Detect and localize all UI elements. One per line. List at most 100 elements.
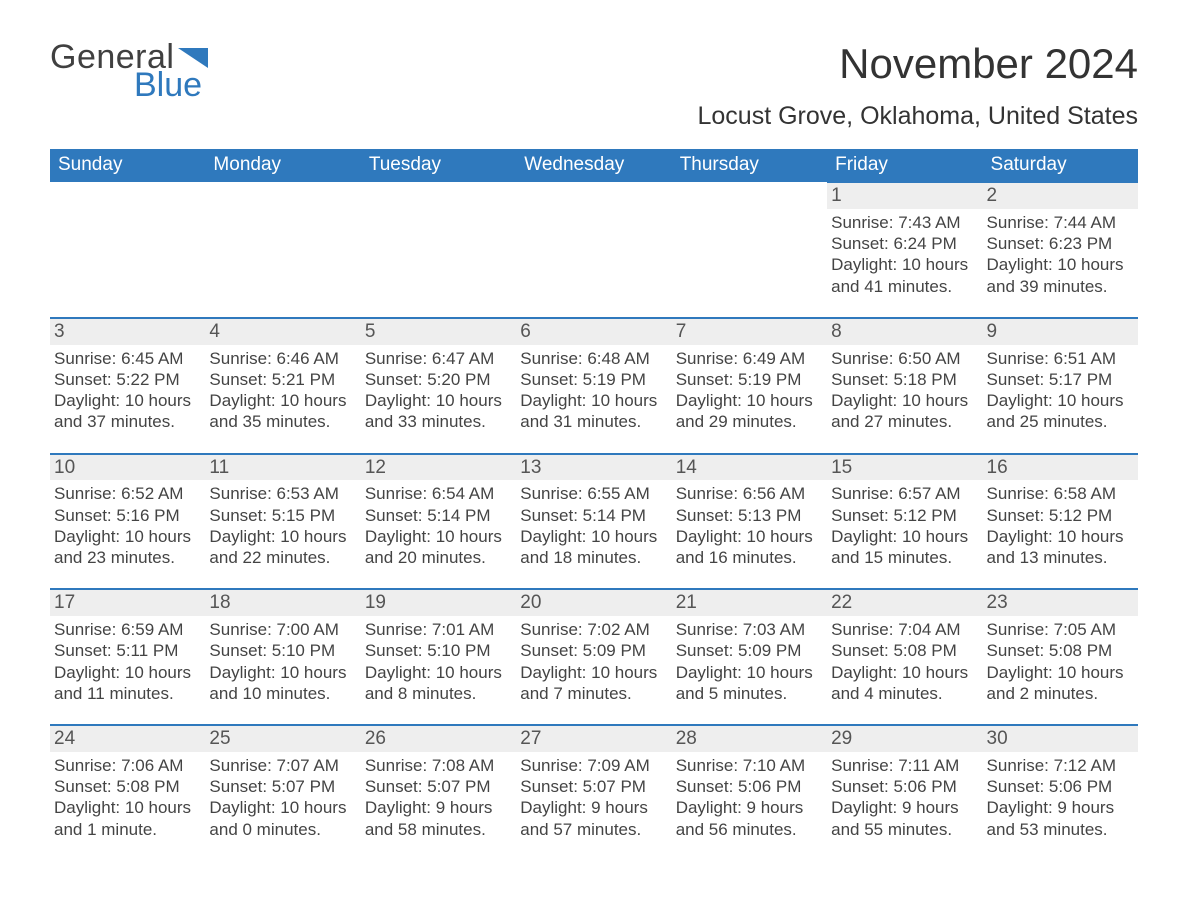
sunset-text: Sunset: 5:18 PM <box>831 369 974 390</box>
calendar-week-row: 24Sunrise: 7:06 AMSunset: 5:08 PMDayligh… <box>50 725 1138 860</box>
daylight-text: Daylight: 10 hours and 29 minutes. <box>676 390 819 433</box>
daylight-text: Daylight: 10 hours and 1 minute. <box>54 797 197 840</box>
sunset-text: Sunset: 5:07 PM <box>365 776 508 797</box>
weekday-header: Tuesday <box>361 149 516 182</box>
sunset-text: Sunset: 5:13 PM <box>676 505 819 526</box>
day-number: 4 <box>205 319 360 345</box>
calendar-day-cell: 21Sunrise: 7:03 AMSunset: 5:09 PMDayligh… <box>672 589 827 725</box>
sunset-text: Sunset: 5:22 PM <box>54 369 197 390</box>
daylight-text: Daylight: 10 hours and 11 minutes. <box>54 662 197 705</box>
daylight-text: Daylight: 9 hours and 53 minutes. <box>987 797 1130 840</box>
sunrise-text: Sunrise: 7:11 AM <box>831 755 974 776</box>
sunrise-text: Sunrise: 6:56 AM <box>676 483 819 504</box>
daylight-text: Daylight: 10 hours and 41 minutes. <box>831 254 974 297</box>
sunrise-text: Sunrise: 6:55 AM <box>520 483 663 504</box>
sunset-text: Sunset: 5:08 PM <box>54 776 197 797</box>
calendar-table: Sunday Monday Tuesday Wednesday Thursday… <box>50 149 1138 860</box>
day-number: 17 <box>50 590 205 616</box>
calendar-day-cell: 17 Sunrise: 6:59 AMSunset: 5:11 PMDayligh… <box>50 589 205 725</box>
daylight-text: Daylight: 10 hours and 35 minutes. <box>209 390 352 433</box>
day-number: 26 <box>361 726 516 752</box>
calendar-day-cell <box>516 182 671 318</box>
calendar-day-cell <box>361 182 516 318</box>
sunrise-text: Sunrise: 7:09 AM <box>520 755 663 776</box>
calendar-week-row: 10Sunrise: 6:52 AMSunset: 5:16 PMDayligh… <box>50 454 1138 590</box>
sunset-text: Sunset: 5:12 PM <box>831 505 974 526</box>
sunset-text: Sunset: 5:19 PM <box>520 369 663 390</box>
day-number: 8 <box>827 319 982 345</box>
month-title: November 2024 <box>698 40 1139 88</box>
calendar-day-cell: 27Sunrise: 7:09 AMSunset: 5:07 PMDayligh… <box>516 725 671 860</box>
sunset-text: Sunset: 5:09 PM <box>520 640 663 661</box>
sunrise-text: Sunrise: 7:00 AM <box>209 619 352 640</box>
sunrise-text: Sunrise: 7:04 AM <box>831 619 974 640</box>
day-number: 6 <box>516 319 671 345</box>
day-number: 25 <box>205 726 360 752</box>
daylight-text: Daylight: 10 hours and 20 minutes. <box>365 526 508 569</box>
daylight-text: Daylight: 9 hours and 58 minutes. <box>365 797 508 840</box>
sunrise-text: Sunrise: 7:06 AM <box>54 755 197 776</box>
sunrise-text: Sunrise: 6:57 AM <box>831 483 974 504</box>
calendar-day-cell: 20Sunrise: 7:02 AMSunset: 5:09 PMDayligh… <box>516 589 671 725</box>
sunrise-text: Sunrise: 7:08 AM <box>365 755 508 776</box>
calendar-day-cell: 2Sunrise: 7:44 AMSunset: 6:23 PMDaylight… <box>983 182 1138 318</box>
calendar-day-cell: 3Sunrise: 6:45 AMSunset: 5:22 PMDaylight… <box>50 318 205 454</box>
sunrise-text: Sunrise: 7:12 AM <box>987 755 1130 776</box>
sunrise-text: Sunrise: 7:03 AM <box>676 619 819 640</box>
calendar-day-cell: 9Sunrise: 6:51 AMSunset: 5:17 PMDaylight… <box>983 318 1138 454</box>
day-number: 18 <box>205 590 360 616</box>
day-number: 11 <box>205 455 360 481</box>
daylight-text: Daylight: 10 hours and 18 minutes. <box>520 526 663 569</box>
day-number: 12 <box>361 455 516 481</box>
sunset-text: Sunset: 5:07 PM <box>209 776 352 797</box>
calendar-day-cell: 5Sunrise: 6:47 AMSunset: 5:20 PMDaylight… <box>361 318 516 454</box>
sunset-text: Sunset: 5:11 PM <box>54 640 197 661</box>
sunrise-text: Sunrise: 6:53 AM <box>209 483 352 504</box>
calendar-day-cell: 23 Sunrise: 7:05 AMSunset: 5:08 PMDayligh… <box>983 589 1138 725</box>
day-number: 23 <box>983 590 1138 616</box>
daylight-text: Daylight: 10 hours and 25 minutes. <box>987 390 1130 433</box>
daylight-text: Daylight: 10 hours and 2 minutes. <box>987 662 1130 705</box>
weekday-header: Friday <box>827 149 982 182</box>
sunrise-text: Sunrise: 7:44 AM <box>987 212 1130 233</box>
sunset-text: Sunset: 5:20 PM <box>365 369 508 390</box>
sunrise-text: Sunrise: 7:43 AM <box>831 212 974 233</box>
calendar-day-cell <box>672 182 827 318</box>
daylight-text: Daylight: 10 hours and 5 minutes. <box>676 662 819 705</box>
sunrise-text: Sunrise: 7:01 AM <box>365 619 508 640</box>
day-number: 7 <box>672 319 827 345</box>
location-subtitle: Locust Grove, Oklahoma, United States <box>698 102 1139 131</box>
sunrise-text: Sunrise: 7:02 AM <box>520 619 663 640</box>
sunset-text: Sunset: 5:08 PM <box>831 640 974 661</box>
sunset-text: Sunset: 5:17 PM <box>987 369 1130 390</box>
day-number: 19 <box>361 590 516 616</box>
daylight-text: Daylight: 10 hours and 7 minutes. <box>520 662 663 705</box>
sunrise-text: Sunrise: 6:58 AM <box>987 483 1130 504</box>
weekday-header: Saturday <box>983 149 1138 182</box>
calendar-day-cell: 19Sunrise: 7:01 AMSunset: 5:10 PMDayligh… <box>361 589 516 725</box>
sunset-text: Sunset: 5:06 PM <box>676 776 819 797</box>
sunset-text: Sunset: 5:19 PM <box>676 369 819 390</box>
sunrise-text: Sunrise: 6:49 AM <box>676 348 819 369</box>
sunset-text: Sunset: 6:23 PM <box>987 233 1130 254</box>
sunset-text: Sunset: 5:07 PM <box>520 776 663 797</box>
day-number: 1 <box>827 183 982 209</box>
sunrise-text: Sunrise: 7:05 AM <box>987 619 1130 640</box>
sunset-text: Sunset: 5:10 PM <box>209 640 352 661</box>
calendar-day-cell: 16Sunrise: 6:58 AMSunset: 5:12 PMDayligh… <box>983 454 1138 590</box>
page: General Blue November 2024 Locust Grove,… <box>0 0 1188 900</box>
sunrise-text: Sunrise: 6:59 AM <box>54 619 197 640</box>
calendar-week-row: 3Sunrise: 6:45 AMSunset: 5:22 PMDaylight… <box>50 318 1138 454</box>
weekday-header: Monday <box>205 149 360 182</box>
brand-logo: General Blue <box>50 40 208 102</box>
sunset-text: Sunset: 5:08 PM <box>987 640 1130 661</box>
day-number: 28 <box>672 726 827 752</box>
daylight-text: Daylight: 10 hours and 15 minutes. <box>831 526 974 569</box>
calendar-day-cell: 26 Sunrise: 7:08 AMSunset: 5:07 PMDayligh… <box>361 725 516 860</box>
sunset-text: Sunset: 5:16 PM <box>54 505 197 526</box>
calendar-header-row: Sunday Monday Tuesday Wednesday Thursday… <box>50 149 1138 182</box>
daylight-text: Daylight: 9 hours and 55 minutes. <box>831 797 974 840</box>
sunrise-text: Sunrise: 6:45 AM <box>54 348 197 369</box>
calendar-day-cell: 11Sunrise: 6:53 AMSunset: 5:15 PMDayligh… <box>205 454 360 590</box>
calendar-day-cell <box>205 182 360 318</box>
